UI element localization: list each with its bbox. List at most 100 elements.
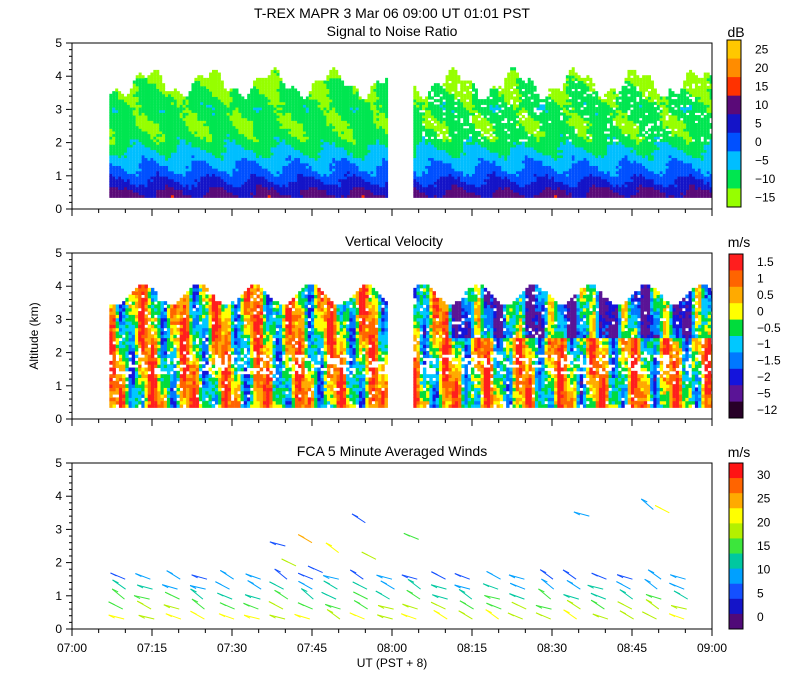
snr-cell [200,112,204,116]
snr-cell [367,101,371,105]
snr-cell [305,178,309,182]
snr-cell [302,138,306,143]
snr-cell [241,130,245,135]
snr-cell [141,83,145,87]
snr-cell [454,160,458,164]
snr-cell [422,157,426,161]
snr-cell [264,104,268,108]
snr-cell [425,125,429,129]
snr-cell [329,194,333,198]
snr-cell [118,130,122,135]
snr-cell [413,123,417,127]
snr-cell [200,117,204,121]
snr-cell [344,133,347,137]
snr-cell [253,170,257,174]
snr-cell [168,168,171,172]
snr-cell [258,109,262,113]
snr-cell [135,123,139,127]
snr-cell [358,178,362,182]
snr-cell [185,112,189,116]
snr-cell [355,152,359,156]
snr-cell [451,178,455,182]
snr-cell [124,115,127,119]
snr-cell [144,80,148,84]
snr-cell [419,104,423,108]
snr-cell [311,194,315,198]
snr-cell [300,109,303,113]
snr-cell [188,120,192,124]
snr-cell [132,133,136,137]
snr-cell [416,104,420,108]
snr-cell [247,112,251,116]
snr-cell [185,184,189,188]
snr-cell [361,107,365,111]
snr-cell [385,107,389,111]
snr-cell [442,112,446,116]
snr-cell [314,149,318,153]
snr-cell [247,181,251,185]
snr-cell [474,93,478,97]
snr-cell [442,144,446,148]
snr-cell [364,101,368,105]
snr-cell [226,120,230,124]
snr-cell [270,160,274,164]
snr-cell [428,93,431,97]
snr-cell [329,136,333,140]
snr-cell [209,192,213,196]
snr-cell [454,178,458,182]
snr-cell [364,125,368,129]
snr-cell [382,149,386,153]
snr-cell [329,101,333,105]
snr-cell [355,104,359,108]
snr-cell [376,85,380,89]
snr-cell [288,120,292,124]
snr-cell [376,96,380,100]
snr-cell [373,176,377,180]
snr-cell [379,176,383,180]
snr-cell [147,144,151,148]
snr-cell [165,165,169,169]
snr-cell [173,125,177,129]
snr-cell [132,93,136,97]
snr-cell [361,125,365,129]
snr-cell [238,125,242,129]
snr-cell [297,144,301,148]
snr-cell [472,160,475,164]
snr-cell [442,178,446,182]
snr-cell [474,125,478,129]
snr-cell [332,112,336,116]
snr-cell [364,170,368,174]
snr-cell [217,77,221,82]
snr-cell [173,91,177,95]
snr-cell [454,83,458,87]
snr-cell [311,104,315,108]
snr-cell [305,101,309,105]
snr-cell [264,144,268,148]
snr-cell [472,99,475,103]
snr-cell [291,85,295,89]
snr-cell [244,168,248,172]
snr-cell [355,162,359,167]
snr-cell [430,138,434,143]
snr-cell [112,178,116,182]
snr-cell [341,133,345,137]
snr-cell [349,101,353,105]
snr-cell [282,152,286,156]
snr-cell [317,152,321,156]
snr-cell [320,112,324,116]
snr-cell [376,109,380,113]
snr-cell [332,96,336,100]
snr-cell [422,189,426,193]
snr-cell [379,157,383,161]
snr-cell [197,165,201,169]
snr-cell [288,123,292,127]
snr-cell [256,123,259,127]
snr-cell [279,83,283,87]
snr-cell [112,146,116,151]
snr-cell [335,189,339,193]
snr-cell [460,184,464,188]
snr-cell [238,165,242,169]
snr-cell [261,96,265,100]
snr-cell [314,80,318,84]
snr-cell [323,176,327,180]
